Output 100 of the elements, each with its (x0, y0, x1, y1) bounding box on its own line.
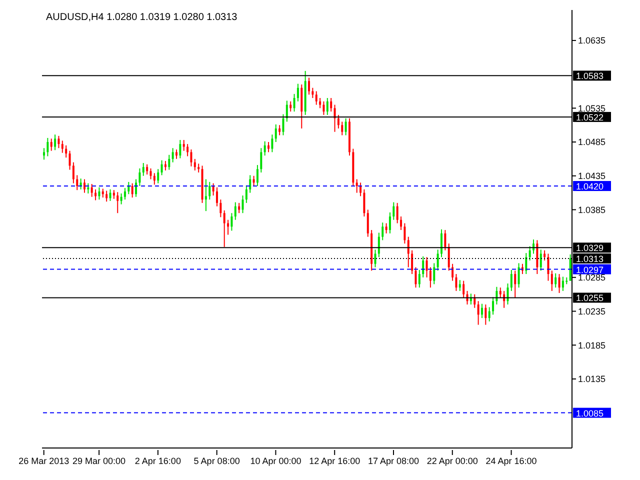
candlestick (124, 188, 126, 200)
candlestick (366, 209, 369, 238)
candlestick (308, 77, 310, 96)
candlestick (256, 164, 258, 187)
candlestick (142, 162, 144, 176)
candlestick (230, 212, 233, 232)
candlestick (569, 254, 572, 282)
candlestick (544, 250, 546, 261)
candlestick (462, 280, 465, 298)
candlestick (61, 140, 64, 154)
candlestick (65, 144, 68, 158)
candlestick (120, 192, 122, 205)
candlestick (326, 98, 328, 116)
ref-line-label: 1.0085 (576, 408, 604, 418)
candlestick (536, 240, 538, 275)
candlestick (480, 303, 483, 319)
ref-line-label: 1.0255 (576, 293, 604, 304)
candlestick (429, 266, 432, 288)
candlestick (83, 178, 86, 194)
candlestick (455, 274, 458, 292)
y-tick-label: 1.0485 (578, 137, 606, 148)
candlestick (76, 174, 78, 191)
candlestick (296, 83, 299, 102)
candlestick (404, 222, 406, 244)
x-tick-label: 24 Apr 16:00 (486, 456, 537, 466)
candlestick (260, 148, 262, 173)
candlestick (411, 250, 414, 275)
candlestick (252, 175, 255, 187)
candlestick (407, 236, 410, 268)
candlestick (550, 270, 553, 292)
candlestick (172, 148, 174, 163)
candlestick (525, 252, 528, 275)
candlestick (474, 294, 476, 308)
candlestick (87, 182, 90, 194)
candlestick (212, 182, 214, 196)
candlestick (388, 212, 391, 234)
candlestick (334, 104, 336, 132)
candlestick (194, 158, 196, 171)
candlestick (396, 202, 398, 224)
candlestick (418, 269, 420, 288)
candlestick (458, 280, 461, 292)
candlestick (312, 87, 314, 99)
ref-line-label: 1.0522 (576, 112, 604, 122)
candlestick (374, 249, 376, 268)
candlestick (168, 154, 170, 170)
candlestick (322, 100, 325, 116)
candlestick (216, 186, 218, 207)
candlestick (492, 296, 494, 316)
candlestick (46, 137, 49, 157)
candlestick (514, 270, 516, 298)
x-tick-label: 5 Apr 08:00 (194, 456, 240, 466)
x-tick-label: 22 Apr 00:00 (426, 456, 478, 466)
candlestick (58, 135, 60, 149)
x-tick-label: 10 Apr 00:00 (250, 456, 302, 466)
candlestick (356, 178, 358, 194)
candlestick (109, 188, 112, 202)
candlestick (293, 93, 296, 112)
candlestick (547, 253, 550, 282)
ref-line-label: 1.0329 (576, 243, 604, 254)
candlestick (506, 282, 509, 305)
candlestick (245, 184, 248, 204)
candlestick (106, 190, 108, 202)
candlestick (510, 269, 512, 292)
candlestick (271, 134, 274, 153)
ref-line-label: 1.0313 (576, 254, 604, 264)
candlestick (499, 287, 502, 298)
candlestick (43, 148, 45, 160)
candlestick (146, 164, 148, 176)
x-tick-label: 12 Apr 16:00 (309, 456, 360, 466)
y-tick-label: 1.0285 (578, 272, 606, 283)
candlestick (179, 139, 182, 159)
y-tick-label: 1.0185 (578, 340, 606, 350)
candlestick (528, 246, 531, 261)
candlestick (249, 174, 252, 194)
candlestick (385, 222, 388, 234)
candlestick (562, 276, 564, 292)
candlestick (518, 262, 520, 288)
ref-line-label: 1.0420 (576, 182, 604, 192)
candlestick (392, 202, 395, 220)
candlestick (422, 256, 424, 278)
candlestick (128, 181, 130, 195)
candlestick (176, 148, 178, 160)
candlestick (286, 100, 288, 122)
candlestick (278, 124, 281, 136)
candlestick (268, 142, 270, 153)
x-tick-label: 2 Apr 16:00 (134, 456, 181, 466)
candlestick (72, 162, 74, 184)
candlestick (282, 114, 284, 136)
candlestick (223, 210, 226, 248)
y-tick-label: 1.0235 (578, 306, 606, 316)
candlestick (452, 263, 454, 282)
candlestick (433, 262, 436, 285)
candlestick (378, 232, 380, 258)
candlestick (98, 186, 100, 200)
candlestick (477, 300, 480, 326)
candlestick (190, 148, 192, 167)
candlestick (90, 183, 93, 198)
candlestick (274, 124, 277, 143)
candlestick (426, 256, 428, 278)
candlestick (341, 121, 344, 136)
